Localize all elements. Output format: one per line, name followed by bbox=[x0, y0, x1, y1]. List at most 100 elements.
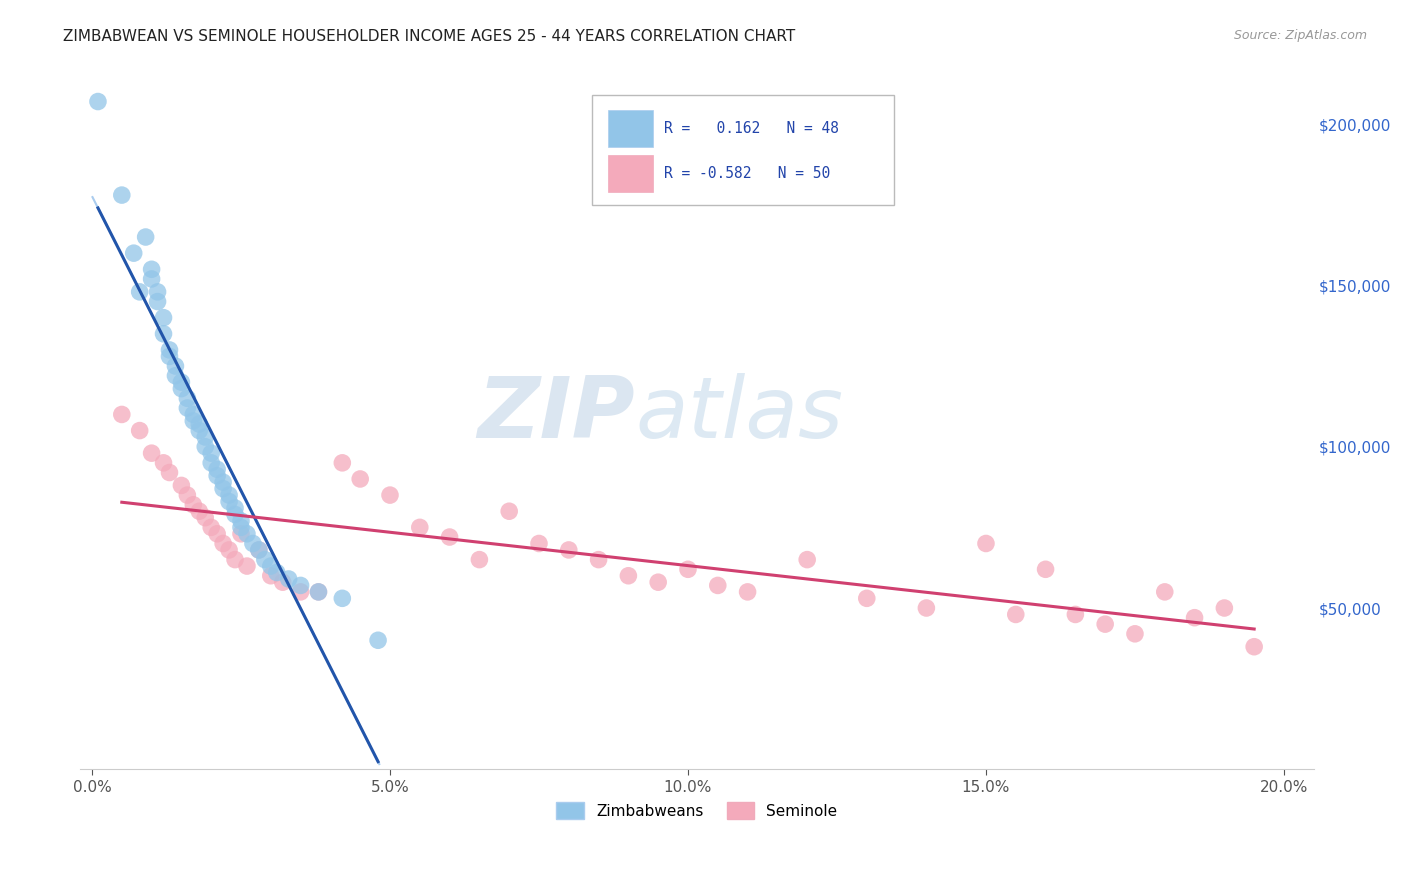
Point bbox=[737, 585, 759, 599]
Point bbox=[111, 408, 134, 422]
Point bbox=[271, 575, 294, 590]
Point bbox=[224, 508, 246, 522]
Point bbox=[194, 510, 217, 524]
Point bbox=[229, 526, 252, 541]
Point bbox=[176, 392, 198, 406]
Point bbox=[218, 494, 240, 508]
Point bbox=[205, 462, 228, 476]
Point bbox=[170, 382, 193, 396]
Point bbox=[205, 468, 228, 483]
Point bbox=[277, 572, 299, 586]
Point bbox=[224, 552, 246, 566]
Point bbox=[468, 552, 491, 566]
Point bbox=[915, 601, 938, 615]
Point bbox=[378, 488, 401, 502]
Point bbox=[1004, 607, 1026, 622]
Point bbox=[159, 466, 181, 480]
Point bbox=[188, 424, 211, 438]
Point bbox=[349, 472, 371, 486]
Point bbox=[247, 543, 270, 558]
Point bbox=[247, 543, 270, 558]
Point bbox=[236, 526, 259, 541]
Legend: Zimbabweans, Seminole: Zimbabweans, Seminole bbox=[550, 796, 844, 825]
Point bbox=[200, 456, 222, 470]
Point bbox=[617, 568, 640, 582]
Point bbox=[200, 520, 222, 534]
Point bbox=[159, 343, 181, 357]
Point bbox=[176, 488, 198, 502]
Point bbox=[242, 536, 264, 550]
Point bbox=[588, 552, 610, 566]
Point bbox=[330, 456, 353, 470]
Point bbox=[308, 585, 330, 599]
Point bbox=[974, 536, 997, 550]
FancyBboxPatch shape bbox=[592, 95, 894, 205]
Point bbox=[224, 501, 246, 516]
Point bbox=[188, 504, 211, 518]
Point bbox=[212, 482, 235, 496]
Text: Source: ZipAtlas.com: Source: ZipAtlas.com bbox=[1233, 29, 1367, 42]
Point bbox=[141, 446, 163, 460]
Point bbox=[229, 520, 252, 534]
Point bbox=[141, 272, 163, 286]
Point bbox=[170, 478, 193, 492]
Point bbox=[1213, 601, 1236, 615]
Point bbox=[1243, 640, 1265, 654]
Point bbox=[439, 530, 461, 544]
Point bbox=[141, 262, 163, 277]
Point bbox=[205, 526, 228, 541]
Point bbox=[194, 430, 217, 444]
Point bbox=[330, 591, 353, 606]
Point bbox=[409, 520, 432, 534]
Point bbox=[367, 633, 389, 648]
Point bbox=[170, 375, 193, 389]
Text: R = -0.582   N = 50: R = -0.582 N = 50 bbox=[664, 166, 830, 181]
Point bbox=[188, 417, 211, 431]
Point bbox=[135, 230, 157, 244]
Point bbox=[87, 95, 110, 109]
Point bbox=[165, 359, 187, 373]
Point bbox=[260, 568, 283, 582]
Point bbox=[236, 559, 259, 574]
Point bbox=[290, 578, 312, 592]
Point bbox=[181, 408, 204, 422]
Point bbox=[212, 536, 235, 550]
Point bbox=[796, 552, 818, 566]
Point bbox=[1184, 610, 1206, 624]
Point bbox=[218, 543, 240, 558]
Point bbox=[146, 294, 169, 309]
Point bbox=[855, 591, 877, 606]
Point bbox=[1153, 585, 1175, 599]
Point bbox=[176, 401, 198, 415]
Text: ZIMBABWEAN VS SEMINOLE HOUSEHOLDER INCOME AGES 25 - 44 YEARS CORRELATION CHART: ZIMBABWEAN VS SEMINOLE HOUSEHOLDER INCOM… bbox=[63, 29, 796, 44]
Point bbox=[152, 326, 174, 341]
Point bbox=[558, 543, 581, 558]
Point bbox=[128, 285, 150, 299]
Point bbox=[152, 456, 174, 470]
Point bbox=[165, 368, 187, 383]
Point bbox=[260, 559, 283, 574]
Point bbox=[1035, 562, 1057, 576]
Point bbox=[152, 310, 174, 325]
Point bbox=[229, 514, 252, 528]
Text: atlas: atlas bbox=[636, 373, 844, 456]
FancyBboxPatch shape bbox=[609, 154, 652, 192]
Point bbox=[1123, 627, 1146, 641]
Point bbox=[498, 504, 520, 518]
Point bbox=[1094, 617, 1116, 632]
Point bbox=[181, 498, 204, 512]
Point bbox=[194, 440, 217, 454]
Point bbox=[290, 585, 312, 599]
Point bbox=[128, 424, 150, 438]
Point bbox=[146, 285, 169, 299]
Point bbox=[707, 578, 730, 592]
Text: ZIP: ZIP bbox=[478, 373, 636, 456]
Point bbox=[218, 488, 240, 502]
Point bbox=[159, 350, 181, 364]
Point bbox=[647, 575, 669, 590]
Point bbox=[181, 414, 204, 428]
FancyBboxPatch shape bbox=[609, 110, 652, 147]
Point bbox=[676, 562, 699, 576]
Point bbox=[266, 566, 288, 580]
Point bbox=[308, 585, 330, 599]
